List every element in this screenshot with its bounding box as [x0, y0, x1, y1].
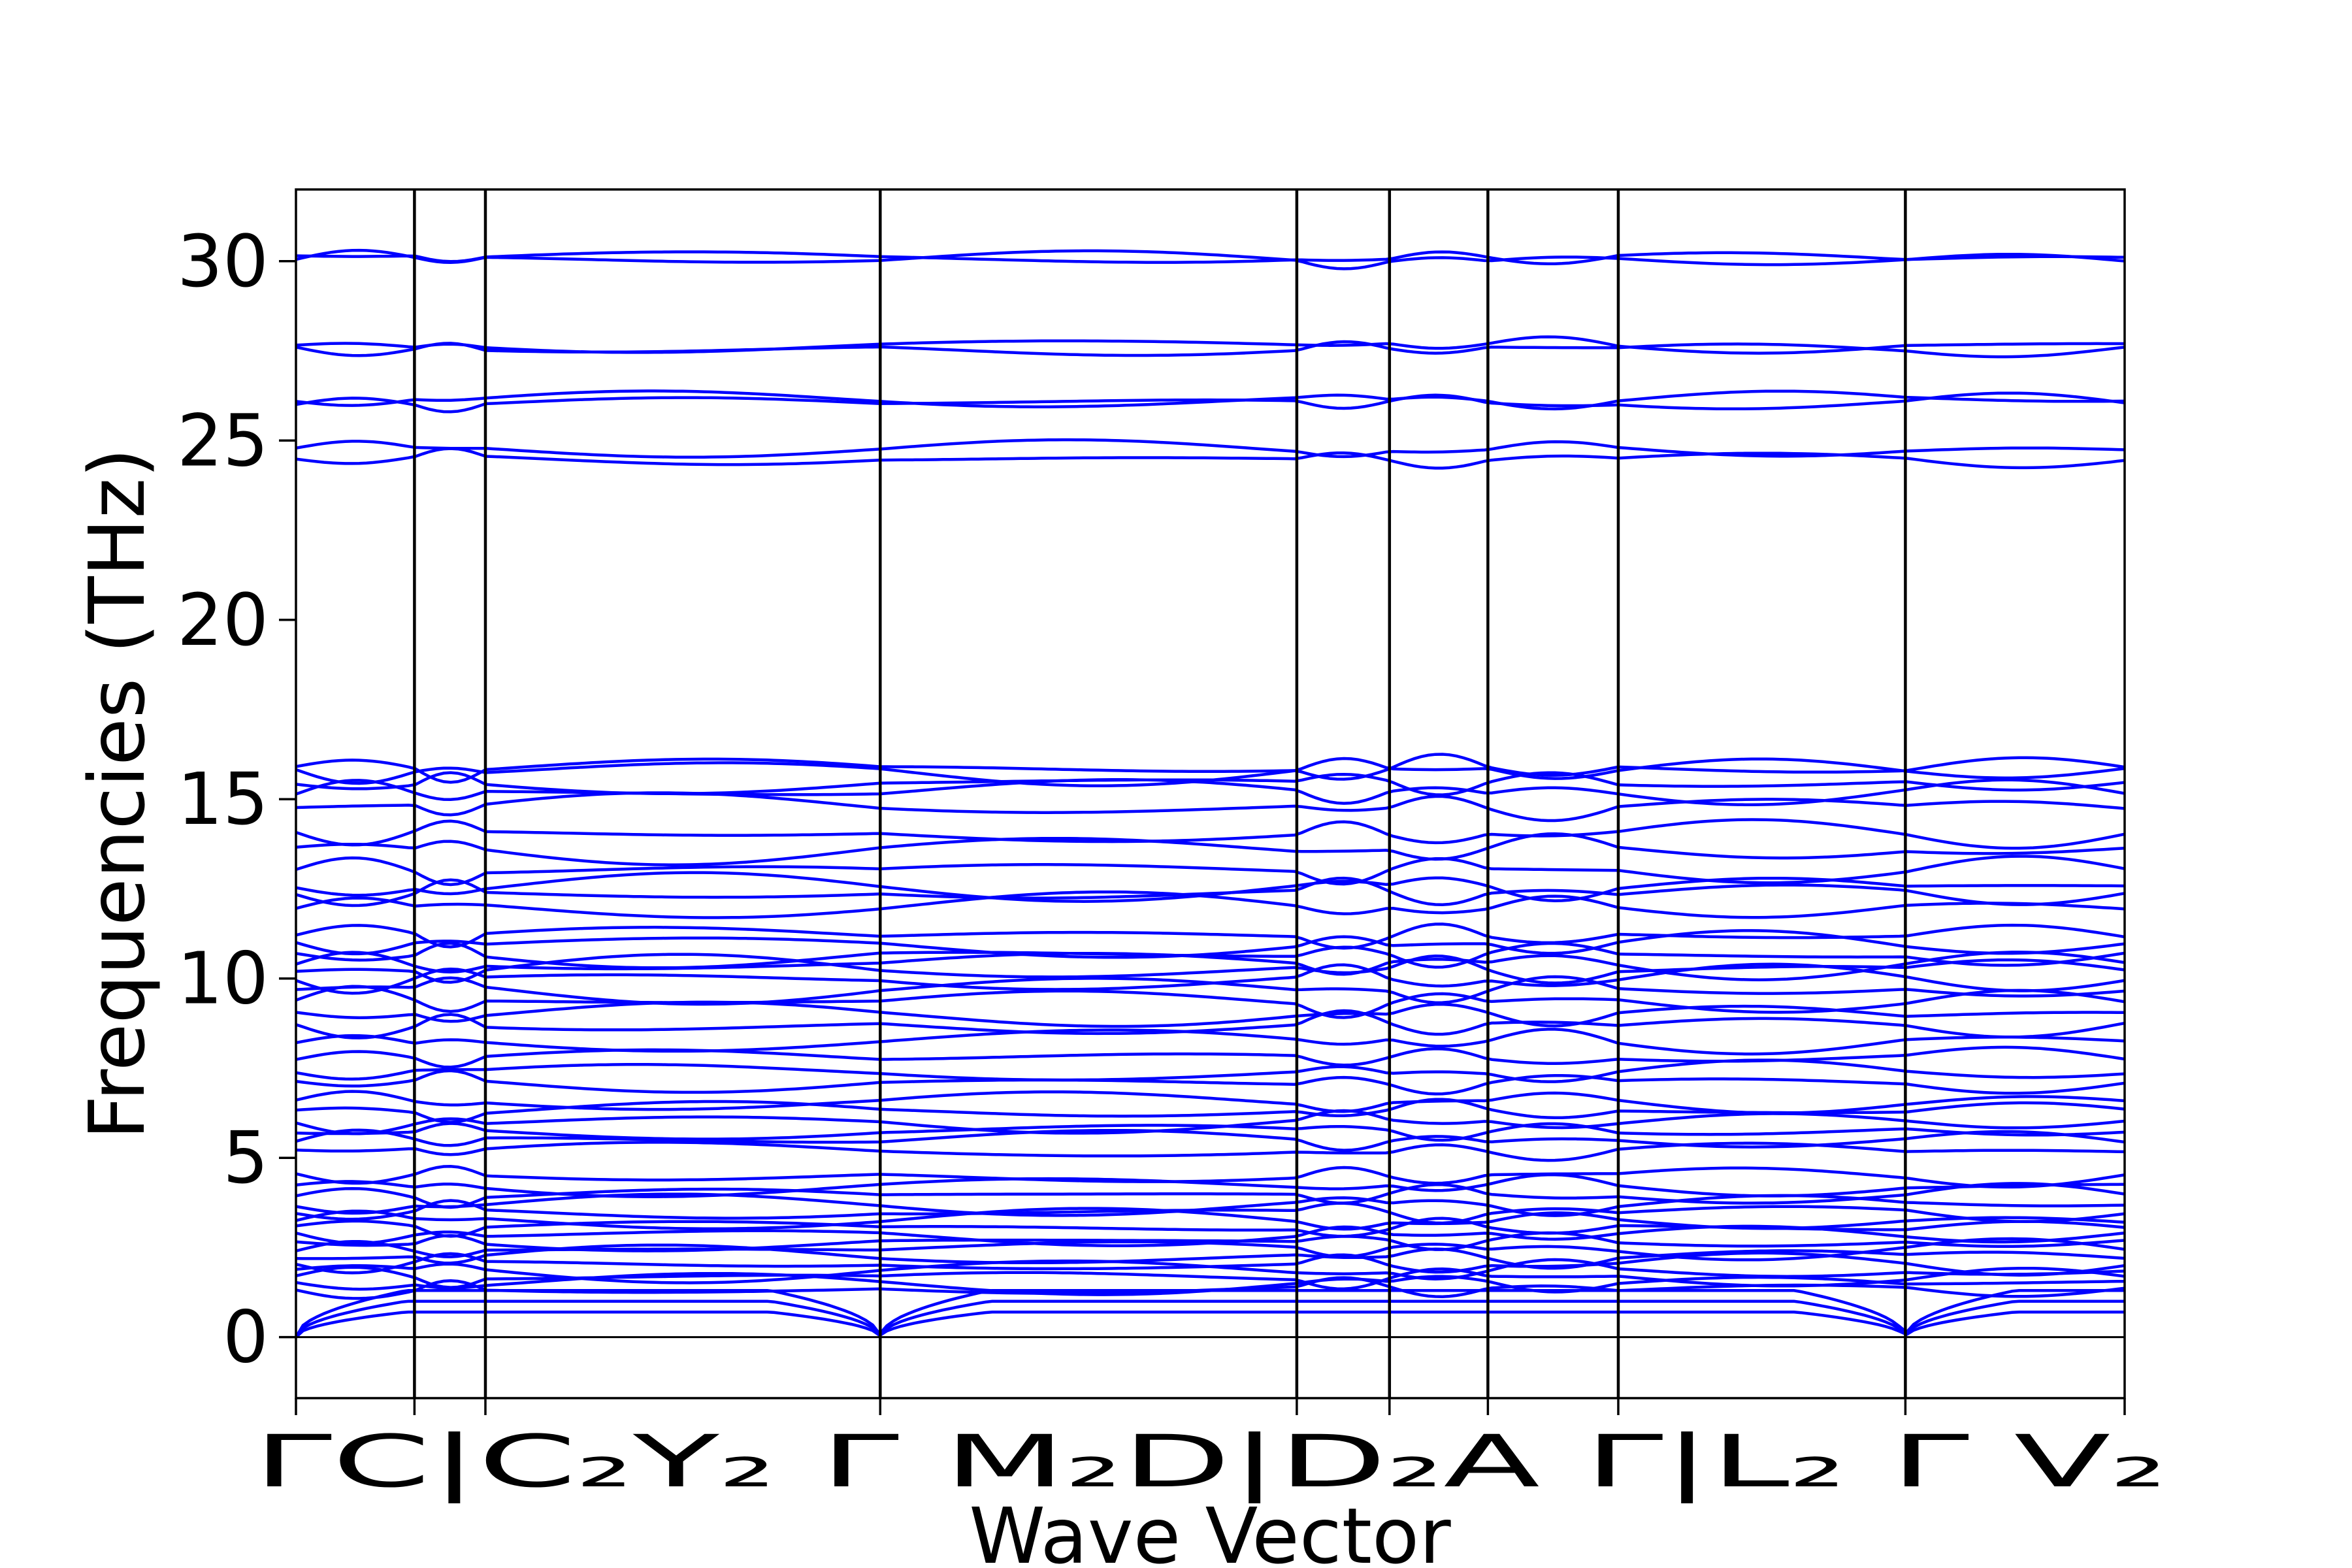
band-line — [296, 1199, 2125, 1225]
acoustic-band-line — [296, 1310, 2125, 1339]
band-line — [296, 1069, 2125, 1096]
band-line — [296, 1251, 2125, 1277]
band-line — [296, 1164, 2125, 1189]
band-line — [296, 951, 2125, 981]
band-line — [296, 1090, 2125, 1115]
band-line — [296, 447, 2125, 470]
band-line — [296, 1109, 2125, 1135]
y-tick-label: 15 — [177, 757, 269, 841]
x-axis-title: Wave Vector — [969, 1491, 1451, 1568]
band-line — [296, 1045, 2125, 1069]
plot-frame — [295, 188, 2126, 1399]
band-line — [296, 929, 2125, 959]
band-line — [296, 1243, 2125, 1270]
band-line — [296, 975, 2125, 1006]
band-line — [296, 923, 2125, 950]
y-axis-title: Frequencies (THz) — [72, 448, 162, 1140]
band-line — [296, 1237, 2125, 1262]
band-line — [296, 1098, 2125, 1124]
band-line — [296, 389, 2125, 411]
y-axis-ticks: 0 5 10 15 20 25 30 — [177, 220, 296, 1379]
band-line — [296, 1258, 2125, 1284]
high-symmetry-lines — [413, 189, 1907, 1398]
y-tick-label: 10 — [177, 937, 269, 1021]
x-axis-ticks: ΓC|C₂Y₂ Γ M₂D|D₂A Γ|L₂ Γ V₂ — [253, 1398, 2167, 1504]
acoustic-band-line — [296, 1299, 2125, 1339]
band-line — [296, 335, 2125, 355]
y-tick-label: 0 — [223, 1296, 269, 1379]
band-line — [296, 753, 2125, 784]
y-tick-label: 25 — [177, 399, 269, 482]
band-line — [296, 985, 2125, 1019]
x-tick-labels: ΓC|C₂Y₂ Γ M₂D|D₂A Γ|L₂ Γ V₂ — [253, 1420, 2167, 1504]
band-line — [296, 791, 2125, 823]
band-line — [296, 941, 2125, 970]
y-tick-label: 20 — [177, 578, 269, 662]
band-line — [296, 1207, 2125, 1231]
band-line — [296, 818, 2125, 850]
band-line — [296, 248, 2125, 270]
band-line — [296, 1122, 2125, 1142]
band-line — [296, 832, 2125, 866]
band-line — [296, 1141, 2125, 1162]
band-line — [296, 890, 2125, 919]
y-tick-label: 30 — [177, 220, 269, 303]
band-line — [296, 1000, 2125, 1028]
band-line — [296, 1009, 2125, 1039]
band-line — [296, 1182, 2125, 1209]
band-line — [296, 1058, 2125, 1083]
band-lines — [296, 248, 2125, 1339]
band-line — [296, 438, 2125, 459]
y-tick-label: 5 — [223, 1116, 269, 1200]
band-line — [296, 876, 2125, 907]
acoustic-band-line — [296, 1289, 2125, 1338]
band-line — [296, 250, 2125, 266]
band-line — [296, 855, 2125, 887]
band-line — [296, 391, 2125, 414]
